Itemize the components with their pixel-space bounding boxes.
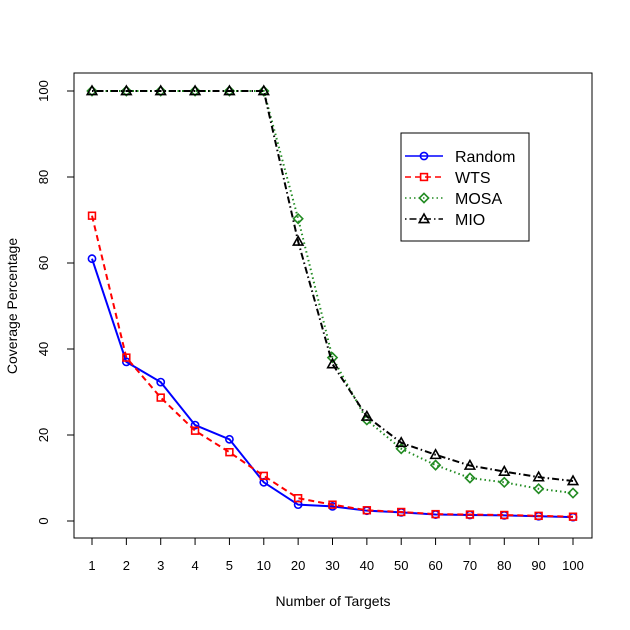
x-axis: 1 2 3 4 5 10 20 30 40 50 60 70 80 90 100 <box>88 537 584 573</box>
data-point <box>498 476 511 489</box>
x-tick-label: 10 <box>257 558 271 573</box>
data-point <box>85 84 99 96</box>
data-point <box>87 254 97 264</box>
data-point <box>566 474 580 486</box>
y-tick-label: 0 <box>36 517 51 524</box>
data-point <box>223 84 236 96</box>
x-tick-label: 4 <box>191 558 198 573</box>
x-tick-label: 3 <box>157 558 164 573</box>
data-point <box>465 510 475 519</box>
legend: Random WTS MOSA MIO <box>400 132 530 242</box>
data-point <box>463 458 477 470</box>
legend-label: WTS <box>455 170 491 187</box>
y-axis-title: Coverage Percentage <box>4 238 20 374</box>
x-tick-label: 70 <box>463 558 477 573</box>
x-tick-label: 5 <box>226 558 233 573</box>
x-tick-label: 1 <box>88 558 95 573</box>
data-point <box>397 507 406 517</box>
x-tick-label: 20 <box>291 558 305 573</box>
y-tick-label: 40 <box>36 342 51 356</box>
legend-marker <box>418 192 430 204</box>
data-point <box>190 426 200 435</box>
series-mio <box>85 84 580 486</box>
data-point <box>223 85 236 97</box>
series-wts <box>87 211 578 521</box>
data-point <box>362 506 372 515</box>
data-point <box>326 357 339 369</box>
data-point <box>464 472 476 484</box>
x-tick-label: 100 <box>562 558 584 573</box>
data-point <box>498 464 511 476</box>
data-point <box>567 487 579 499</box>
data-point <box>431 509 440 519</box>
x-axis-title: Number of Targets <box>276 593 391 609</box>
x-tick-label: 2 <box>123 558 130 573</box>
data-point <box>120 85 133 97</box>
legend-marker <box>417 212 431 224</box>
data-point <box>156 393 165 402</box>
y-axis: 0 20 40 60 80 100 <box>36 80 75 525</box>
x-tick-label: 60 <box>428 558 442 573</box>
data-point <box>86 85 98 97</box>
data-point <box>257 84 270 96</box>
data-point <box>360 409 374 421</box>
data-point <box>293 494 303 503</box>
data-point <box>225 447 234 457</box>
x-tick-label: 80 <box>497 558 511 573</box>
data-point <box>500 510 509 520</box>
x-tick-label: 50 <box>394 558 408 573</box>
data-point <box>395 443 407 455</box>
data-point <box>258 85 270 97</box>
x-tick-label: 90 <box>531 558 545 573</box>
series-line <box>92 90 574 483</box>
data-point <box>534 511 543 521</box>
legend-marker <box>419 172 429 182</box>
series-layer <box>85 84 580 522</box>
x-tick-label: 30 <box>325 558 339 573</box>
data-point <box>429 459 442 471</box>
data-point <box>225 434 234 444</box>
data-point <box>120 84 133 96</box>
data-point <box>568 512 578 521</box>
data-point <box>122 353 131 362</box>
legend-label: Random <box>455 149 515 166</box>
data-point <box>292 212 304 225</box>
data-point <box>154 85 167 97</box>
series-line <box>91 215 574 518</box>
y-tick-label: 100 <box>36 80 51 102</box>
y-tick-label: 60 <box>36 256 51 270</box>
data-point <box>532 483 545 495</box>
data-point <box>532 470 545 482</box>
data-point <box>154 84 167 96</box>
data-point <box>189 85 201 97</box>
legend-label: MOSA <box>455 191 502 208</box>
data-point <box>156 377 166 387</box>
legend-marker <box>419 151 429 161</box>
data-point <box>87 211 97 220</box>
data-point <box>188 84 202 96</box>
data-point <box>259 471 268 481</box>
x-tick-label: 40 <box>360 558 374 573</box>
y-tick-label: 20 <box>36 428 51 442</box>
legend-label: MIO <box>455 212 485 229</box>
data-point <box>291 234 305 246</box>
y-tick-label: 80 <box>36 170 51 184</box>
series-line <box>91 258 574 519</box>
series-random <box>87 254 578 522</box>
data-point <box>429 448 442 460</box>
data-point <box>190 420 200 430</box>
data-point <box>395 436 408 448</box>
data-point <box>328 500 337 509</box>
